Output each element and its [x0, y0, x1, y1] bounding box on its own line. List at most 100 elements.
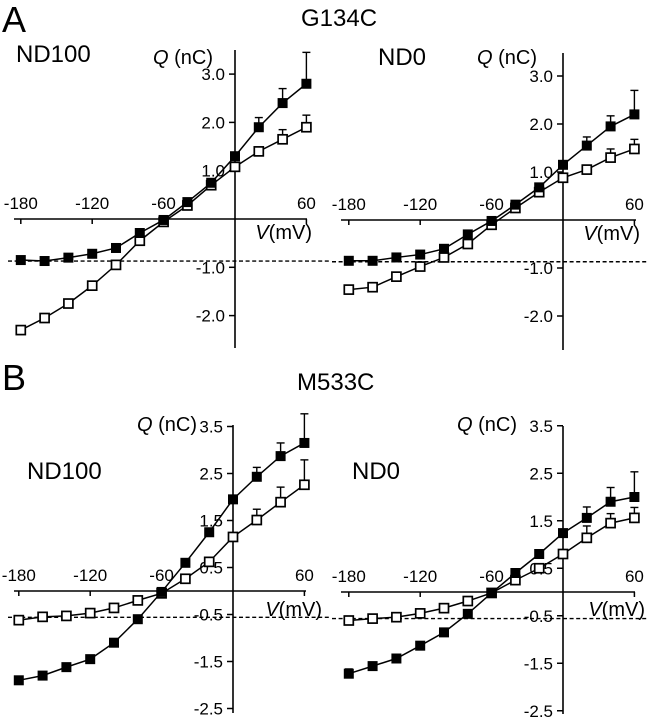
- panel-b-right-condition-label: ND0: [352, 458, 401, 485]
- open-square-marker: [605, 517, 616, 529]
- filled-square-marker: [251, 471, 262, 482]
- filled-square-marker: [367, 255, 378, 266]
- y-tick-label: -0.5: [524, 607, 553, 626]
- x-axis-title: V(mV): [265, 599, 322, 621]
- open-square-marker: [391, 271, 402, 282]
- x-axis-title: V(mV): [583, 223, 640, 245]
- open-square-marker: [343, 615, 355, 626]
- x-tick-label: -60: [479, 195, 504, 214]
- open-square-marker: [229, 161, 241, 173]
- y-axis-title: Q (nC): [153, 47, 213, 69]
- filled-square-marker: [415, 640, 426, 651]
- x-tick-label: -60: [479, 567, 504, 586]
- x-tick-label: 60: [297, 194, 316, 213]
- filled-square-marker: [156, 586, 167, 597]
- filled-square-marker: [206, 177, 217, 188]
- y-tick-label: -2.0: [524, 307, 553, 326]
- open-square-marker: [61, 610, 72, 622]
- series-open-squares: [13, 459, 310, 626]
- y-tick-label: 3.0: [529, 67, 553, 86]
- filled-square-marker: [301, 78, 312, 89]
- filled-square-marker: [230, 151, 240, 162]
- open-square-marker: [180, 573, 191, 585]
- y-tick-label: -1.5: [194, 653, 223, 672]
- open-square-marker: [367, 281, 378, 293]
- open-square-marker: [581, 532, 593, 544]
- filled-square-marker: [228, 494, 238, 505]
- open-square-marker: [414, 608, 426, 619]
- open-square-marker: [227, 531, 239, 543]
- open-square-marker: [462, 238, 474, 250]
- open-square-marker: [533, 562, 545, 574]
- panel-a-right-condition-label: ND0: [378, 44, 427, 71]
- open-square-marker: [86, 280, 98, 292]
- x-tick-label: -120: [73, 566, 107, 585]
- y-tick-label: 3.0: [201, 65, 225, 84]
- filled-square-marker: [109, 637, 119, 648]
- x-tick-label: -60: [149, 566, 174, 585]
- panel-b-letter: B: [2, 357, 27, 398]
- series-filled-squares: [15, 51, 312, 267]
- open-square-marker: [108, 602, 120, 614]
- open-square-marker: [367, 613, 378, 624]
- filled-square-marker: [15, 255, 26, 266]
- open-square-marker: [438, 252, 450, 263]
- x-tick-label: -120: [403, 567, 437, 586]
- filled-square-marker: [132, 614, 143, 625]
- filled-square-marker: [510, 568, 521, 578]
- filled-square-marker: [180, 557, 191, 568]
- filled-square-marker: [415, 249, 426, 260]
- panel-g134c_nd100: -180 -120 -60 60 3.0 2.0 1.0 -1.0 -2.0 Q (nC) V(mV…: [4, 47, 330, 348]
- open-square-marker: [343, 284, 355, 295]
- y-tick-label: 3.5: [529, 417, 553, 436]
- filled-square-marker: [391, 653, 402, 664]
- open-square-marker: [37, 611, 48, 623]
- y-tick-label: -2.0: [196, 307, 225, 326]
- y-axis-title: Q (nC): [457, 414, 517, 436]
- filled-square-marker: [158, 214, 169, 225]
- filled-square-marker: [39, 256, 50, 267]
- panel-a-letter: A: [2, 0, 27, 40]
- y-tick-label: -1.5: [524, 654, 553, 673]
- open-square-marker: [629, 512, 640, 524]
- x-tick-label: -180: [4, 194, 38, 213]
- open-square-marker: [557, 548, 569, 560]
- filled-square-marker: [343, 668, 354, 679]
- panel-m533c_nd100: -180 -120 -60 603.52.51.50.5-0.5-1.5-2.5Q (…: [2, 413, 330, 719]
- filled-square-marker: [486, 215, 497, 226]
- panel-a-left-condition-label: ND100: [16, 41, 91, 68]
- open-square-marker: [629, 143, 640, 155]
- panel-g134c_nd0: -180 -120 -60 60 3.0 2.0 1.0 -1.0 -2.0 Q (nC) V(mV…: [332, 47, 647, 350]
- open-square-marker: [13, 614, 25, 626]
- x-tick-label: -180: [332, 567, 366, 586]
- x-tick-label: 60: [625, 195, 644, 214]
- filled-square-marker: [462, 229, 473, 240]
- filled-square-marker: [605, 121, 616, 132]
- filled-square-marker: [510, 199, 521, 210]
- filled-square-marker: [37, 670, 48, 681]
- filled-square-marker: [63, 252, 74, 263]
- y-tick-label: 2.5: [529, 464, 553, 483]
- open-square-marker: [414, 261, 426, 272]
- open-square-marker: [110, 259, 122, 271]
- x-tick-label: -120: [403, 195, 437, 214]
- filled-square-marker: [629, 492, 640, 502]
- panel-b-title: M533C: [297, 369, 375, 396]
- open-square-marker: [277, 133, 288, 145]
- filled-square-marker: [182, 197, 193, 208]
- filled-square-marker: [605, 496, 616, 507]
- y-axis-title: Q (nC): [137, 414, 197, 436]
- y-tick-label: 1.5: [529, 512, 553, 531]
- filled-square-marker: [486, 587, 497, 598]
- open-square-marker: [251, 514, 263, 526]
- open-square-marker: [203, 556, 215, 568]
- y-tick-label: -1.0: [524, 259, 553, 278]
- open-square-marker: [557, 172, 569, 184]
- y-tick-label: 1.5: [199, 512, 223, 531]
- filled-square-marker: [111, 242, 121, 253]
- x-tick-label: -180: [2, 566, 36, 585]
- y-axis-title: Q (nC): [477, 47, 537, 69]
- x-tick-label: 60: [295, 566, 314, 585]
